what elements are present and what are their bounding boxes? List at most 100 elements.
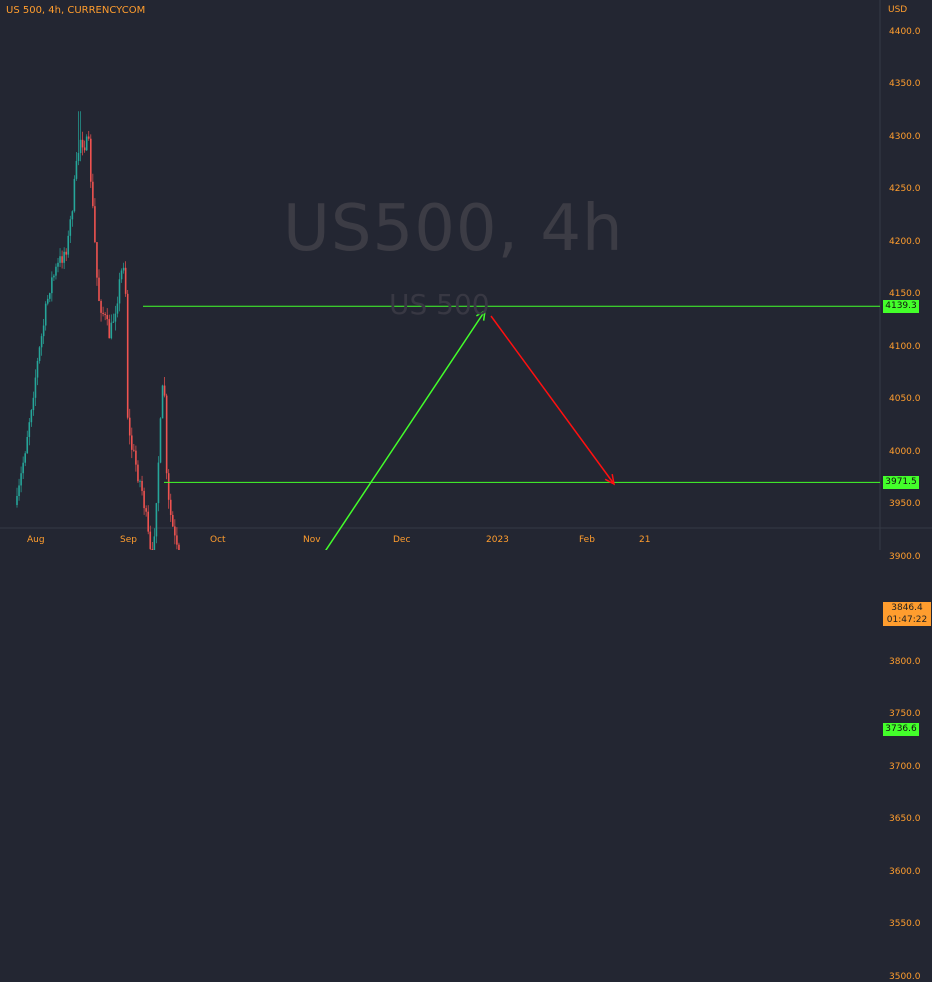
candle xyxy=(81,131,84,156)
candle xyxy=(102,306,104,317)
bar-countdown: 01:47:22 xyxy=(886,614,928,625)
level-price-label: 3971.5 xyxy=(883,475,919,489)
candle xyxy=(157,456,160,512)
last-price-badge: 3846.4 01:47:22 xyxy=(883,601,931,626)
price-tick-label: 3500.0 xyxy=(889,971,921,982)
bullish-arrow[interactable] xyxy=(314,309,486,550)
candle xyxy=(16,487,18,508)
chart-background xyxy=(0,0,932,550)
price-tick-label: 3900.0 xyxy=(889,551,921,562)
candle xyxy=(165,393,168,480)
candle xyxy=(153,528,156,550)
candle xyxy=(28,417,31,446)
candle xyxy=(51,271,53,302)
price-tick-label: 3550.0 xyxy=(889,919,921,929)
candle xyxy=(118,272,121,312)
candle xyxy=(174,519,176,545)
candle xyxy=(46,295,49,306)
level-price-label: 3736.6 xyxy=(883,722,919,736)
watermark-symbol: US500, 4h xyxy=(283,192,624,266)
price-tick-label: 4000.0 xyxy=(889,446,921,457)
candle xyxy=(85,134,88,151)
candle xyxy=(69,215,72,243)
candle xyxy=(116,296,119,318)
candle xyxy=(94,198,96,244)
candle xyxy=(53,274,55,282)
time-tick-label: 21 xyxy=(639,535,651,545)
candle xyxy=(169,493,172,522)
candle xyxy=(128,408,131,445)
candle xyxy=(167,469,170,509)
candle xyxy=(98,269,100,302)
candle xyxy=(79,111,82,162)
time-tick-label: Aug xyxy=(27,535,45,545)
candle xyxy=(26,430,29,454)
candle xyxy=(49,292,51,303)
candle xyxy=(112,313,115,324)
candle xyxy=(24,451,26,467)
candle xyxy=(149,525,152,550)
candle xyxy=(32,391,35,416)
candle xyxy=(44,301,47,331)
price-tick-label: 3800.0 xyxy=(889,656,921,667)
candle xyxy=(75,151,78,181)
candle xyxy=(38,345,41,364)
candle xyxy=(137,460,139,483)
candle xyxy=(87,130,90,141)
candle xyxy=(22,456,24,479)
price-tick-label: 4200.0 xyxy=(889,236,921,247)
time-tick-label: Feb xyxy=(579,535,595,545)
chart-title[interactable]: US 500, 4h, CURRENCYCOM xyxy=(6,5,146,16)
candle xyxy=(131,427,133,459)
candle xyxy=(55,263,57,280)
candle xyxy=(104,312,106,321)
candle xyxy=(143,487,145,515)
candle xyxy=(141,475,143,496)
price-tick-label: 4050.0 xyxy=(889,394,921,404)
candle xyxy=(59,248,61,267)
candle xyxy=(106,308,108,326)
time-tick-label: Dec xyxy=(393,535,411,545)
time-tick-label: Oct xyxy=(210,535,226,545)
price-tick-label: 4350.0 xyxy=(889,79,921,89)
candle xyxy=(159,417,162,464)
price-tick-label: 4250.0 xyxy=(889,184,921,194)
candle xyxy=(124,261,127,297)
candle xyxy=(63,247,65,270)
price-tick-label: 4100.0 xyxy=(889,341,921,352)
candle xyxy=(67,230,70,258)
candle xyxy=(65,248,67,261)
candles xyxy=(16,111,180,550)
candle xyxy=(90,134,92,188)
candle xyxy=(147,505,149,535)
candle xyxy=(42,318,45,345)
candle xyxy=(176,527,178,550)
candle xyxy=(161,384,164,419)
price-tick-label: 4300.0 xyxy=(889,131,921,142)
candle xyxy=(151,541,154,550)
bearish-arrow[interactable] xyxy=(490,315,616,486)
candle xyxy=(20,466,22,493)
candle xyxy=(30,408,33,427)
last-price-value: 3846.4 xyxy=(891,602,923,613)
candle xyxy=(163,377,166,398)
candle xyxy=(172,511,174,528)
candle xyxy=(100,299,102,322)
candle xyxy=(114,305,117,331)
candle xyxy=(77,111,80,166)
candle xyxy=(122,262,125,274)
price-tick-label: 3750.0 xyxy=(889,709,921,719)
candle xyxy=(57,258,59,273)
time-tick-label: Nov xyxy=(303,535,321,545)
candle xyxy=(83,140,86,153)
candle xyxy=(120,268,123,283)
price-tick-label: 3600.0 xyxy=(889,866,921,877)
candle xyxy=(139,479,141,488)
time-tick-label: 2023 xyxy=(486,535,509,545)
level-price-label: 4139.3 xyxy=(883,299,919,313)
horizontal-levels xyxy=(143,305,880,483)
currency-label: USD xyxy=(888,5,908,15)
price-tick-label: 3650.0 xyxy=(889,814,921,824)
candle xyxy=(178,542,180,550)
price-chart[interactable] xyxy=(0,0,932,550)
